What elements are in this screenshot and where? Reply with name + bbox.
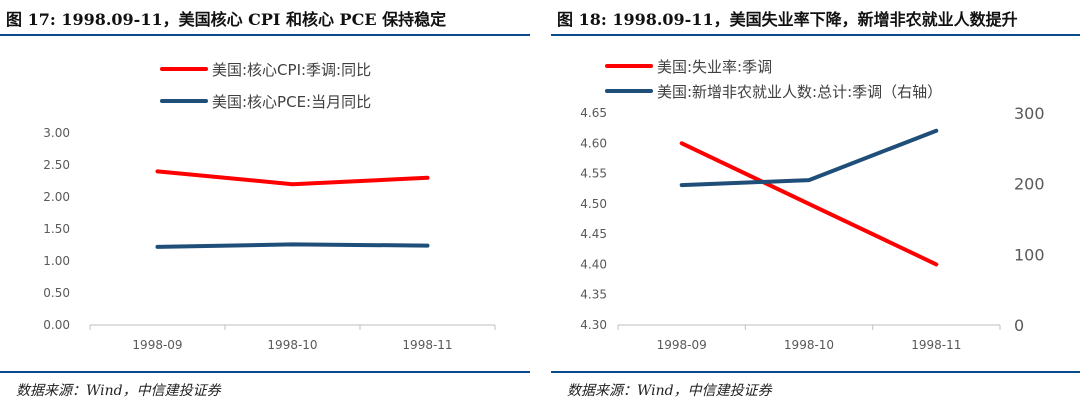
x-tick-label: 1998-09 [132,338,182,352]
source-rule-left [0,371,530,373]
y-tick-label: 2.00 [43,190,70,204]
y2-tick-label: 0 [1014,316,1024,335]
x-tick-label: 1998-10 [267,338,317,352]
y-tick-label: 1.50 [43,222,70,236]
y2-tick-label: 100 [1014,245,1045,264]
legend-label-1: 美国:核心CPI:季调:同比 [212,61,371,79]
y-tick-label: 2.50 [43,158,70,172]
legend-label-2: 美国:核心PCE:当月同比 [212,93,371,111]
y-tick-label: 4.65 [580,106,607,120]
y-tick-label: 3.00 [43,126,70,140]
y-tick-label: 4.45 [580,227,607,241]
legend-label-2: 美国:新增非农就业人数:总计:季调（右轴） [657,83,942,101]
chart-panel-right: 图 18: 1998.09-11，美国失业率下降，新增非农就业人数提升 4.65… [551,0,1080,404]
y-tick-label: 4.30 [580,318,607,332]
chart-panel-left: 图 17: 1998.09-11，美国核心 CPI 和核心 PCE 保持稳定 3… [0,0,530,404]
chart-title-left: 图 17: 1998.09-11，美国核心 CPI 和核心 PCE 保持稳定 [6,10,447,29]
source-note-left: 数据来源：Wind，中信建投证券 [16,383,221,399]
y-tick-label: 4.40 [580,257,607,271]
legend-label-1: 美国:失业率:季调 [657,58,772,76]
series-line-2 [155,242,430,249]
y-tick-label: 4.50 [580,197,607,211]
title-rule-right [551,34,1080,36]
y2-tick-label: 300 [1014,104,1045,123]
cpi-pce-chart: 3.00 2.50 2.00 1.50 1.00 0.50 0.00 1998-09 1998-… [43,61,496,352]
y2-tick-label: 200 [1014,175,1045,194]
series-line-2 [679,128,939,188]
y-tick-label: 0.00 [43,318,70,332]
y-tick-label: 0.50 [43,286,70,300]
x-tick-label: 1998-09 [657,338,707,352]
x-tick-label: 1998-11 [911,338,961,352]
source-note-right: 数据来源：Wind，中信建投证券 [567,383,772,399]
title-rule-left [0,34,530,36]
x-tick-label: 1998-11 [402,338,452,352]
y-tick-label: 4.35 [580,288,607,302]
y-tick-label: 1.00 [43,254,70,268]
y-tick-label: 4.55 [580,167,607,181]
unemployment-payroll-chart: 4.65 4.60 4.55 4.50 4.45 4.40 4.35 4.30 300 200 10… [580,58,1045,352]
chart-title-right: 图 18: 1998.09-11，美国失业率下降，新增非农就业人数提升 [557,10,1018,29]
series-line-1 [155,169,430,187]
source-rule-right [551,371,1080,373]
x-tick-label: 1998-10 [784,338,834,352]
y-tick-label: 4.60 [580,136,607,150]
series-line-1 [679,141,939,267]
